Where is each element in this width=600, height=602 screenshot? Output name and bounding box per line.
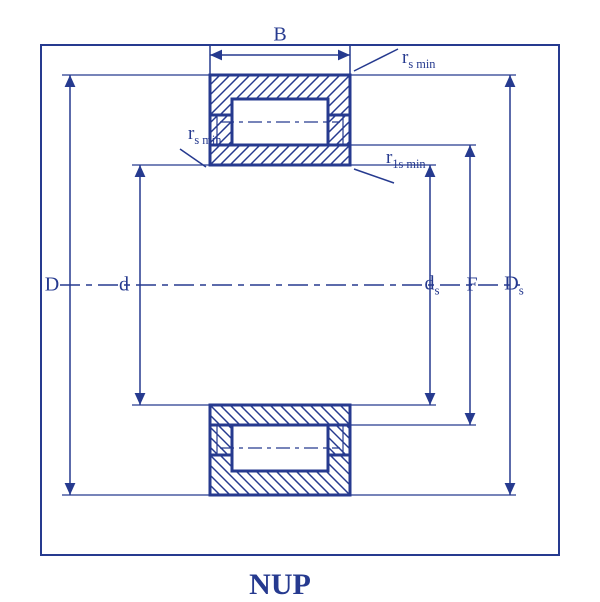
bearing-diagram [0, 0, 600, 600]
